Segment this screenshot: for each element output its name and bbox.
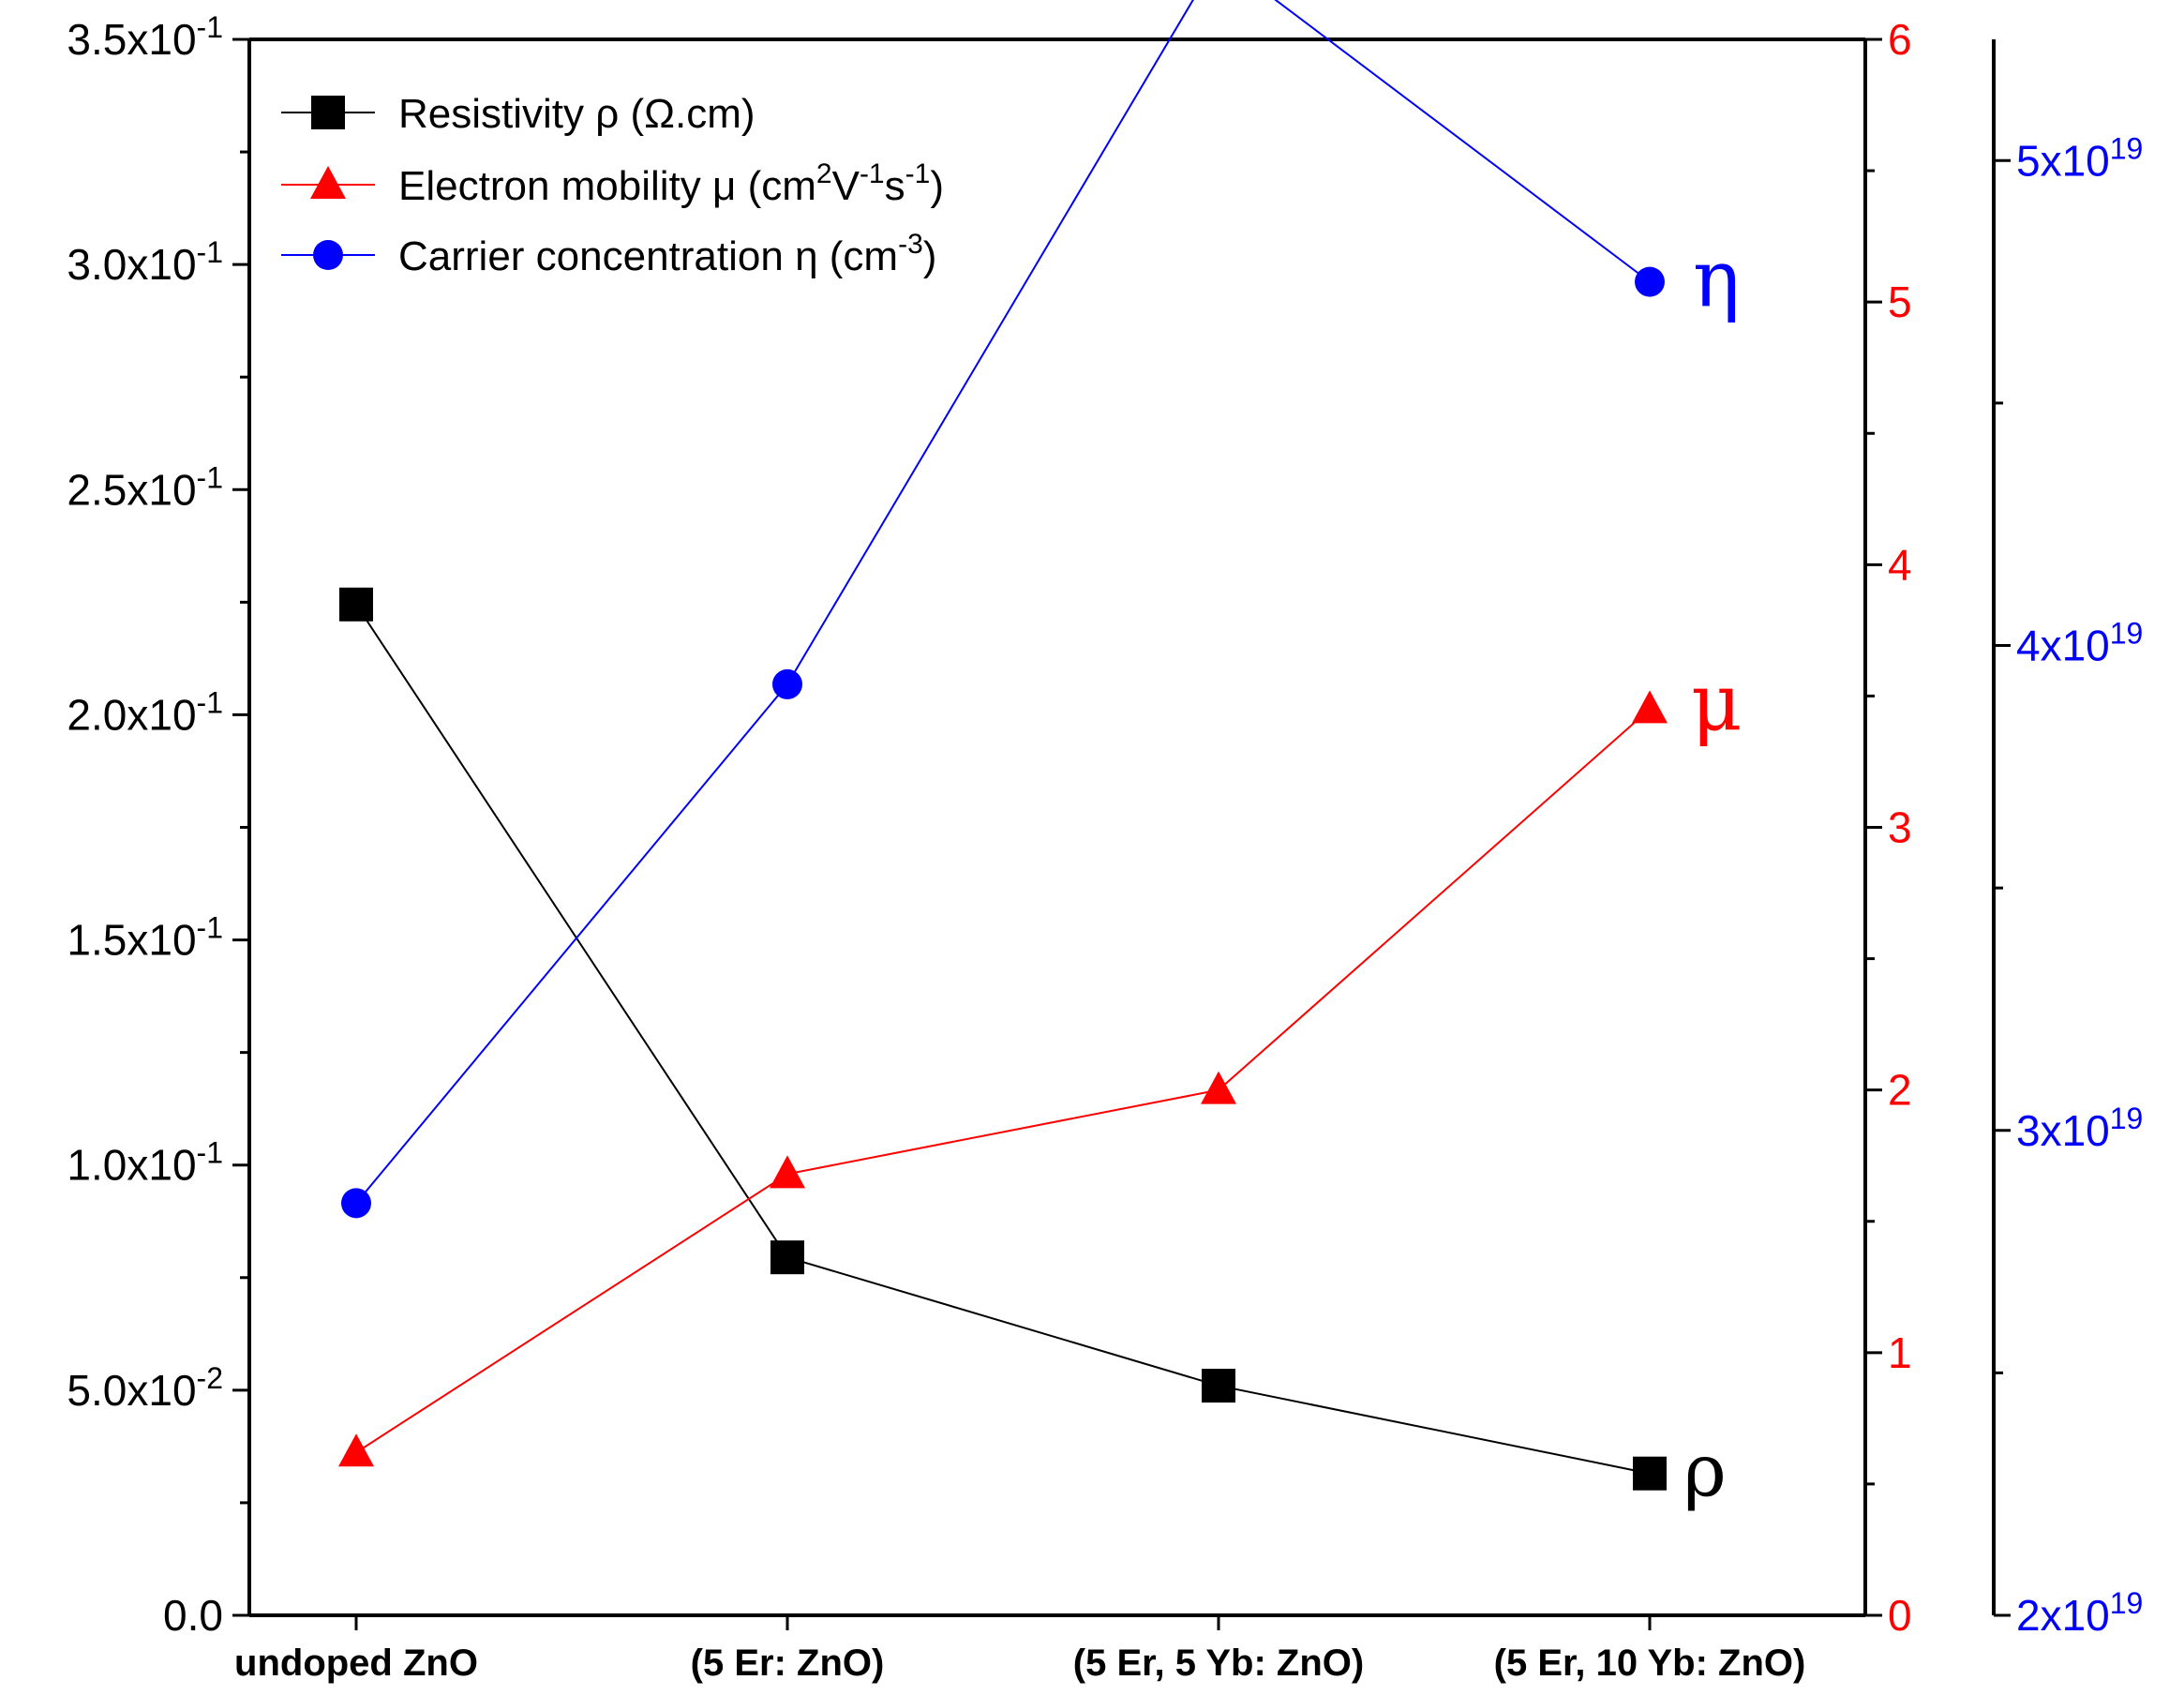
right-inner-axis-ticks: 0 1 2 3 4 5 6 bbox=[1865, 15, 1912, 1640]
left-tick-mantissa: 3.0x10 bbox=[67, 240, 196, 289]
legend-label: Electron mobility μ (cm2V-1s-1) bbox=[398, 158, 944, 209]
left-tick-mantissa: 2.0x10 bbox=[67, 690, 196, 739]
x-axis-ticks: undoped ZnO (5 Er: ZnO) (5 Er, 5 Yb: ZnO) (… bbox=[234, 1615, 1805, 1684]
series-triangle: μ bbox=[338, 656, 1743, 1467]
data-point-circle bbox=[313, 240, 343, 270]
series-line bbox=[355, 0, 1651, 1204]
legend-text: Resistivity ρ (Ω.cm) bbox=[398, 91, 755, 137]
right-outer-tick-exponent: 19 bbox=[2110, 1586, 2144, 1620]
data-point-square bbox=[1202, 1369, 1235, 1403]
right-outer-tick-mantissa: 3x10 bbox=[2016, 1106, 2110, 1155]
left-tick-label: 0.0 bbox=[163, 1591, 223, 1640]
right-outer-tick-label: 5x1019 bbox=[2016, 131, 2143, 185]
left-tick-mantissa: 1.0x10 bbox=[67, 1141, 196, 1190]
legend-superscript: -3 bbox=[898, 229, 923, 260]
legend-text: Carrier concentration η (cm bbox=[398, 233, 898, 279]
legend-text: ) bbox=[923, 233, 937, 279]
right-inner-tick-label: 4 bbox=[1888, 540, 1912, 589]
left-tick-label: 1.5x10-1 bbox=[67, 911, 223, 965]
right-inner-tick-label: 5 bbox=[1888, 278, 1912, 326]
right-inner-tick-label: 3 bbox=[1888, 803, 1912, 852]
data-point-square bbox=[770, 1240, 804, 1275]
right-inner-tick-label: 2 bbox=[1888, 1066, 1912, 1115]
left-tick-label: 3.0x10-1 bbox=[67, 235, 223, 289]
legend-label: Carrier concentration η (cm-3) bbox=[398, 229, 936, 279]
data-point-square bbox=[339, 587, 373, 622]
x-tick-label: undoped ZnO bbox=[234, 1642, 478, 1684]
legend-text: V bbox=[832, 163, 860, 209]
legend-superscript: -1 bbox=[905, 158, 931, 189]
legend-label: Resistivity ρ (Ω.cm) bbox=[398, 91, 755, 137]
right-outer-tick-mantissa: 2x10 bbox=[2016, 1591, 2110, 1640]
data-point-circle bbox=[1635, 266, 1665, 297]
series-end-label: η bbox=[1693, 233, 1740, 325]
data-point-circle bbox=[341, 1188, 371, 1219]
series-line bbox=[355, 708, 1651, 1454]
left-tick-exponent: -1 bbox=[197, 235, 223, 269]
data-point-square bbox=[311, 96, 345, 129]
series-end-label: ρ bbox=[1683, 1430, 1727, 1514]
x-tick-label: (5 Er, 5 Yb: ZnO) bbox=[1073, 1642, 1364, 1684]
right-inner-tick-label: 1 bbox=[1888, 1328, 1912, 1377]
left-tick-label: 5.0x10-2 bbox=[67, 1361, 223, 1415]
legend-superscript: -1 bbox=[860, 158, 885, 189]
left-tick-label: 1.0x10-1 bbox=[67, 1136, 223, 1190]
left-tick-mantissa: 0.0 bbox=[163, 1591, 223, 1640]
left-tick-label: 2.0x10-1 bbox=[67, 685, 223, 739]
left-tick-mantissa: 5.0x10 bbox=[67, 1366, 196, 1415]
series-line bbox=[355, 604, 1651, 1475]
right-outer-tick-exponent: 19 bbox=[2110, 1102, 2144, 1135]
right-outer-tick-label: 2x1019 bbox=[2016, 1586, 2143, 1640]
right-outer-tick-label: 3x1019 bbox=[2016, 1102, 2143, 1155]
left-tick-mantissa: 1.5x10 bbox=[67, 916, 196, 965]
left-tick-exponent: -1 bbox=[197, 1136, 223, 1170]
x-tick-label: (5 Er: ZnO) bbox=[691, 1642, 885, 1684]
legend-text: Electron mobility μ (cm bbox=[398, 163, 816, 209]
legend: Resistivity ρ (Ω.cm) Electron mobility μ … bbox=[281, 91, 944, 279]
right-outer-tick-mantissa: 4x10 bbox=[2016, 622, 2110, 670]
left-tick-exponent: -1 bbox=[197, 911, 223, 945]
data-point-square bbox=[1633, 1456, 1667, 1491]
data-point-triangle bbox=[338, 1433, 374, 1467]
data-point-triangle bbox=[1632, 690, 1668, 724]
left-tick-exponent: -1 bbox=[197, 685, 223, 719]
data-point-triangle bbox=[770, 1155, 805, 1189]
legend-text: s bbox=[885, 163, 905, 209]
right-inner-tick-label: 0 bbox=[1888, 1591, 1912, 1640]
left-tick-exponent: -1 bbox=[197, 460, 223, 494]
series-circle: η bbox=[341, 0, 1740, 1219]
left-tick-label: 3.5x10-1 bbox=[67, 10, 223, 64]
series-end-label: μ bbox=[1691, 656, 1743, 748]
left-tick-mantissa: 3.5x10 bbox=[67, 15, 196, 64]
data-point-triangle bbox=[310, 166, 346, 199]
x-tick-label: (5 Er, 10 Yb: ZnO) bbox=[1494, 1642, 1806, 1684]
right-outer-tick-exponent: 19 bbox=[2110, 617, 2144, 651]
data-point-triangle bbox=[1201, 1071, 1236, 1104]
right-inner-tick-label: 6 bbox=[1888, 15, 1912, 64]
legend-text: ) bbox=[930, 163, 944, 209]
left-axis-ticks: 0.05.0x10-21.0x10-11.5x10-12.0x10-12.5x1… bbox=[67, 10, 249, 1640]
data-point-circle bbox=[772, 668, 802, 699]
series-square: ρ bbox=[339, 587, 1727, 1514]
left-tick-label: 2.5x10-1 bbox=[67, 460, 223, 514]
right-outer-tick-label: 4x1019 bbox=[2016, 617, 2143, 670]
left-tick-exponent: -1 bbox=[197, 10, 223, 44]
legend-superscript: 2 bbox=[816, 158, 832, 189]
right-outer-tick-mantissa: 5x10 bbox=[2016, 136, 2110, 185]
left-tick-exponent: -2 bbox=[197, 1361, 223, 1395]
left-tick-mantissa: 2.5x10 bbox=[67, 465, 196, 514]
right-outer-tick-exponent: 19 bbox=[2110, 131, 2144, 165]
